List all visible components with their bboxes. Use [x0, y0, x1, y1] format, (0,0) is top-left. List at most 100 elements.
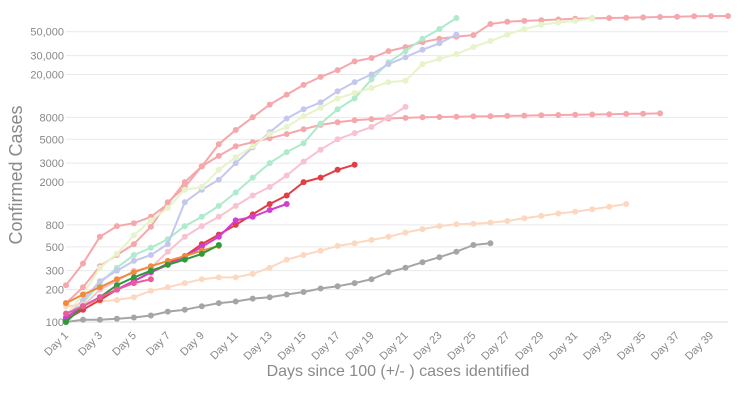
- data-point: [402, 229, 409, 236]
- data-point: [351, 130, 358, 137]
- series-2: [63, 110, 664, 307]
- data-point: [317, 104, 324, 111]
- data-point: [623, 110, 630, 117]
- data-point: [572, 111, 579, 118]
- data-point: [521, 215, 528, 222]
- data-point: [470, 32, 477, 39]
- data-point: [300, 179, 307, 186]
- data-point: [300, 158, 307, 165]
- data-point: [487, 113, 494, 120]
- data-point: [164, 241, 171, 248]
- data-point: [80, 303, 86, 310]
- data-point: [419, 61, 426, 68]
- data-point: [266, 160, 273, 167]
- data-point: [283, 91, 290, 98]
- series-line: [65, 15, 729, 286]
- data-point: [130, 280, 137, 287]
- data-point: [63, 300, 69, 307]
- data-point: [402, 48, 409, 55]
- data-point: [164, 284, 171, 291]
- x-tick-label: Day 15: [276, 330, 309, 363]
- data-point: [300, 113, 307, 120]
- data-point: [80, 260, 86, 267]
- data-point: [606, 111, 613, 118]
- data-point: [215, 166, 222, 173]
- data-point: [300, 140, 307, 147]
- data-point: [63, 319, 69, 325]
- data-point: [113, 315, 120, 322]
- data-point: [419, 114, 426, 121]
- data-point: [436, 55, 443, 62]
- data-point: [249, 270, 256, 277]
- series-line: [65, 112, 661, 304]
- x-tick-label: Day 7: [144, 330, 173, 359]
- data-point: [436, 40, 443, 47]
- data-point: [487, 38, 494, 44]
- data-point: [317, 285, 324, 292]
- series-11: [63, 242, 222, 307]
- data-point: [368, 71, 375, 78]
- data-point: [113, 223, 120, 230]
- data-point: [470, 220, 477, 227]
- data-point: [130, 274, 137, 281]
- data-point: [147, 223, 154, 230]
- data-point: [538, 21, 545, 28]
- series-line: [65, 203, 627, 308]
- data-point: [351, 95, 358, 102]
- x-tick-label: Day 23: [411, 330, 444, 363]
- data-point: [453, 248, 460, 255]
- data-point: [80, 291, 86, 298]
- data-point: [63, 310, 69, 317]
- data-point: [487, 21, 494, 27]
- data-point: [113, 276, 120, 283]
- x-tick-label: Day 11: [208, 330, 241, 363]
- data-point: [385, 79, 392, 86]
- data-point: [232, 298, 239, 305]
- data-point: [657, 110, 664, 117]
- data-point: [334, 136, 341, 143]
- data-point: [504, 112, 511, 119]
- data-point: [351, 79, 358, 86]
- y-tick-label: 500: [46, 242, 64, 254]
- data-point: [181, 233, 188, 240]
- data-point: [249, 143, 256, 150]
- x-tick-label: Day 35: [615, 330, 648, 363]
- data-point: [521, 17, 528, 24]
- data-point: [232, 160, 239, 167]
- data-point: [453, 31, 460, 38]
- y-tick-label: 300: [46, 266, 64, 278]
- data-point: [623, 14, 630, 21]
- y-tick-label: 50,000: [30, 27, 64, 39]
- data-point: [691, 13, 698, 20]
- data-point: [300, 126, 307, 133]
- data-point: [130, 294, 137, 301]
- data-point: [198, 250, 205, 257]
- data-point: [470, 242, 477, 248]
- data-point: [419, 35, 426, 42]
- data-point: [283, 192, 290, 199]
- data-point: [334, 95, 341, 102]
- data-point: [351, 89, 358, 96]
- data-point: [504, 31, 511, 38]
- data-point: [181, 179, 188, 186]
- data-point: [232, 189, 239, 196]
- data-point: [113, 286, 120, 293]
- data-point: [283, 149, 290, 156]
- data-point: [249, 174, 256, 181]
- data-point: [334, 106, 341, 113]
- data-point: [368, 124, 375, 130]
- data-point: [80, 284, 86, 291]
- data-point: [232, 221, 239, 228]
- data-point: [181, 280, 188, 287]
- data-point: [96, 294, 103, 301]
- data-point: [317, 247, 324, 254]
- data-point: [521, 112, 528, 119]
- data-point: [300, 252, 307, 258]
- data-point: [436, 26, 443, 32]
- x-tick-label: Day 3: [76, 330, 105, 359]
- data-point: [283, 131, 290, 137]
- data-point: [385, 61, 392, 68]
- y-tick-labels: 100 200 300 500 800 2000 3000 5000 8000 20,000 30,…: [30, 27, 64, 329]
- data-point: [640, 110, 647, 117]
